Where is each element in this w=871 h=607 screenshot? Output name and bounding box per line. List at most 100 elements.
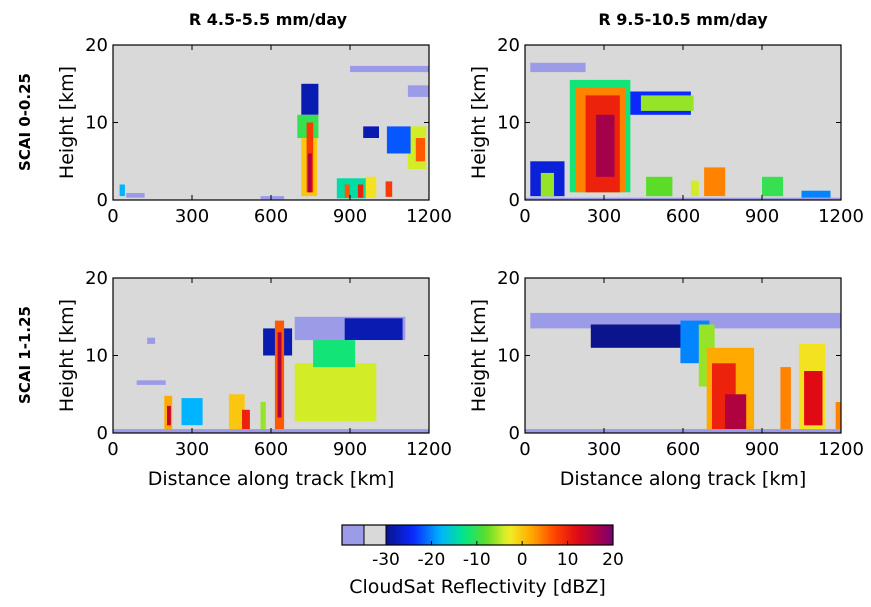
echo-cell: [136, 380, 166, 385]
y-tick-label: 20: [85, 268, 108, 289]
echo-cell: [344, 318, 403, 340]
echo-cell: [596, 114, 615, 177]
panel-r0-c1: 0 300 600 900 1200 0 10 20 Height [km]: [468, 35, 864, 227]
y-axis-label: Height [km]: [56, 66, 78, 179]
echo-cell: [277, 332, 282, 418]
x-tick-label: 600: [666, 206, 700, 227]
echo-cell: [357, 184, 364, 198]
echo-cell: [690, 180, 699, 197]
echo-cell: [228, 394, 245, 430]
echo-cell: [415, 138, 425, 162]
y-tick-label: 20: [497, 268, 520, 289]
echo-cell: [704, 167, 726, 197]
row-labels: SCAI 0-0.25 SCAI 1-1.25: [16, 73, 34, 404]
column-title-left: R 4.5-5.5 mm/day: [189, 10, 348, 29]
x-tick-label: 900: [333, 206, 367, 227]
reflectivity-cells: [525, 62, 841, 200]
x-tick-label: 300: [175, 206, 209, 227]
colorbar-tick-label: -30: [372, 550, 400, 570]
echo-cell: [725, 394, 747, 430]
colorbar-label: CloudSat Reflectivity [dBZ]: [349, 576, 606, 598]
x-tick-label: 1200: [406, 439, 452, 460]
panel-r1-c0: 0 300 600 900 1200 0 10 20 Height [km] Distance a…: [56, 268, 452, 490]
x-tick-label: 0: [519, 206, 530, 227]
x-tick-label: 300: [587, 439, 621, 460]
x-tick-label: 900: [745, 439, 779, 460]
y-tick-label: 20: [497, 35, 520, 56]
x-axis-label: Distance along track [km]: [560, 468, 807, 490]
x-tick-label: 900: [745, 206, 779, 227]
reflectivity-cells: [119, 65, 429, 200]
echo-cell: [167, 405, 171, 426]
echo-cell: [126, 193, 145, 198]
y-tick-label: 10: [85, 346, 108, 367]
x-tick-label: 600: [666, 439, 700, 460]
x-tick-label: 1200: [818, 439, 864, 460]
colorbar-tick-label: 0: [517, 550, 528, 570]
echo-cell: [540, 172, 554, 197]
echo-cell: [294, 363, 377, 422]
y-tick-label: 0: [509, 423, 520, 444]
echo-cell: [260, 196, 285, 200]
colorbar: -30 -20 -10 0 10 20 CloudSat Reflectivity [dBZ…: [341, 524, 624, 598]
y-tick-label: 10: [85, 113, 108, 134]
echo-cell: [147, 337, 156, 344]
colorbar-tick-label: 10: [557, 550, 579, 570]
column-title-right: R 9.5-10.5 mm/day: [598, 10, 768, 29]
echo-cell: [835, 402, 841, 430]
x-tick-label: 300: [175, 439, 209, 460]
colorbar-gradient: [386, 525, 613, 545]
x-tick-label: 0: [519, 439, 530, 460]
echo-cell: [307, 153, 312, 193]
y-tick-label: 10: [497, 113, 520, 134]
x-tick-label: 0: [107, 439, 118, 460]
x-tick-label: 900: [333, 439, 367, 460]
colorbar-tick-label: -20: [418, 550, 446, 570]
echo-cell: [640, 95, 694, 111]
echo-cell: [313, 340, 356, 368]
colorbar-frame: [341, 524, 614, 546]
echo-cell: [780, 367, 791, 430]
colorbar-tick-label: -10: [463, 550, 491, 570]
colorbar-under-low: [364, 525, 386, 545]
echo-cell: [344, 184, 350, 198]
y-tick-label: 20: [85, 35, 108, 56]
x-tick-label: 300: [587, 206, 621, 227]
y-tick-label: 0: [97, 190, 108, 211]
y-axis-label: Height [km]: [468, 299, 490, 412]
colorbar-tick-label: 20: [602, 550, 624, 570]
x-tick-label: 0: [107, 206, 118, 227]
echo-cell: [119, 184, 125, 197]
x-tick-label: 1200: [406, 206, 452, 227]
panels: 0 300 600 900 1200 0 10 20 Height [km] 0 300 600 900…: [56, 35, 864, 490]
y-tick-label: 0: [509, 190, 520, 211]
column-titles: R 4.5-5.5 mm/day R 9.5-10.5 mm/day: [189, 10, 768, 29]
y-tick-label: 10: [497, 346, 520, 367]
echo-cell: [590, 324, 710, 348]
echo-cell: [386, 126, 411, 154]
row-label-bottom: SCAI 1-1.25: [16, 306, 34, 404]
x-tick-label: 1200: [818, 206, 864, 227]
echo-cell: [363, 126, 379, 138]
y-axis-label: Height [km]: [56, 299, 78, 412]
y-tick-label: 0: [97, 423, 108, 444]
echo-cell: [762, 176, 784, 197]
x-axis-label: Distance along track [km]: [148, 468, 395, 490]
colorbar-under-lowest: [342, 525, 364, 545]
row-label-top: SCAI 0-0.25: [16, 73, 34, 171]
echo-cell: [365, 176, 377, 198]
x-tick-label: 600: [254, 206, 288, 227]
echo-cell: [181, 398, 203, 426]
panel-r1-c1: 0 300 600 900 1200 0 10 20 Height [km] Distance a…: [468, 268, 864, 490]
x-tick-label: 600: [254, 439, 288, 460]
y-axis-label: Height [km]: [468, 66, 490, 179]
echo-cell: [385, 181, 393, 197]
echo-cell: [260, 402, 266, 430]
echo-cell: [407, 85, 429, 97]
panel-r0-c0: 0 300 600 900 1200 0 10 20 Height [km]: [56, 35, 452, 227]
echo-cell: [350, 65, 429, 73]
echo-cell: [646, 176, 673, 197]
echo-cell: [801, 190, 831, 198]
echo-cell: [530, 62, 586, 73]
